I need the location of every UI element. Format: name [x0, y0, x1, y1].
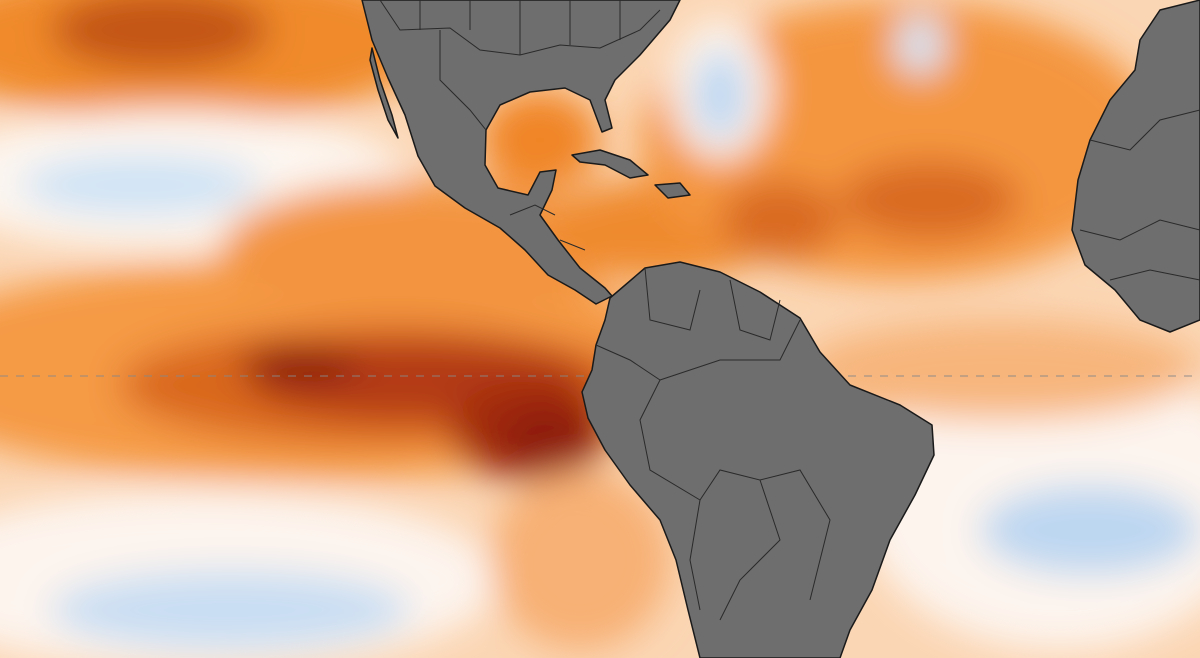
africa — [1071, 0, 1200, 333]
north-america — [361, 0, 681, 305]
south-america — [581, 261, 935, 658]
land — [361, 0, 1200, 658]
country-borders — [379, 0, 1200, 621]
hispaniola — [654, 182, 691, 199]
cuba — [571, 149, 649, 179]
baja-california — [369, 47, 399, 139]
